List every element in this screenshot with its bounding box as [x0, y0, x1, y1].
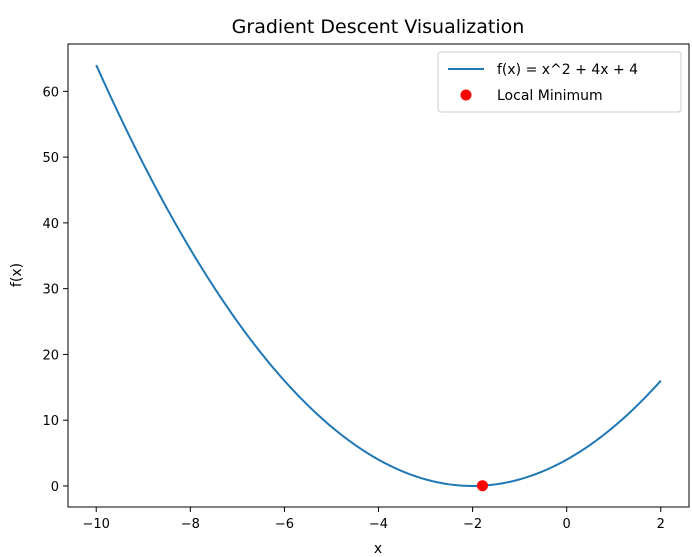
y-tick-label: 60 [42, 85, 59, 100]
y-tick-label: 20 [42, 348, 59, 363]
y-tick-label: 10 [42, 414, 59, 429]
x-tick-label: −4 [369, 517, 388, 532]
x-tick-label: −8 [181, 517, 200, 532]
axes-frame [67, 43, 690, 508]
y-tick-label: 0 [51, 480, 59, 495]
function-curve [95, 64, 662, 487]
y-axis-label: f(x) [9, 263, 25, 287]
legend-marker-swatch [460, 89, 472, 101]
y-tick-label: 50 [42, 151, 59, 166]
legend: f(x) = x^2 + 4x + 4 Local Minimum [437, 51, 682, 113]
x-tick-label: −10 [83, 517, 110, 532]
chart-title: Gradient Descent Visualization [232, 16, 525, 38]
x-tick-label: −2 [463, 517, 482, 532]
x-tick-label: 0 [563, 517, 571, 532]
x-tick-label: 2 [657, 517, 665, 532]
local-minimum-point [476, 480, 488, 492]
legend-label-minimum: Local Minimum [497, 88, 603, 104]
legend-label-function: f(x) = x^2 + 4x + 4 [497, 62, 638, 78]
x-tick-label: −6 [275, 517, 294, 532]
y-tick-label: 40 [42, 217, 59, 232]
x-axis-label: x [374, 541, 382, 557]
legend-box [437, 51, 682, 113]
y-tick-label: 30 [42, 283, 59, 298]
